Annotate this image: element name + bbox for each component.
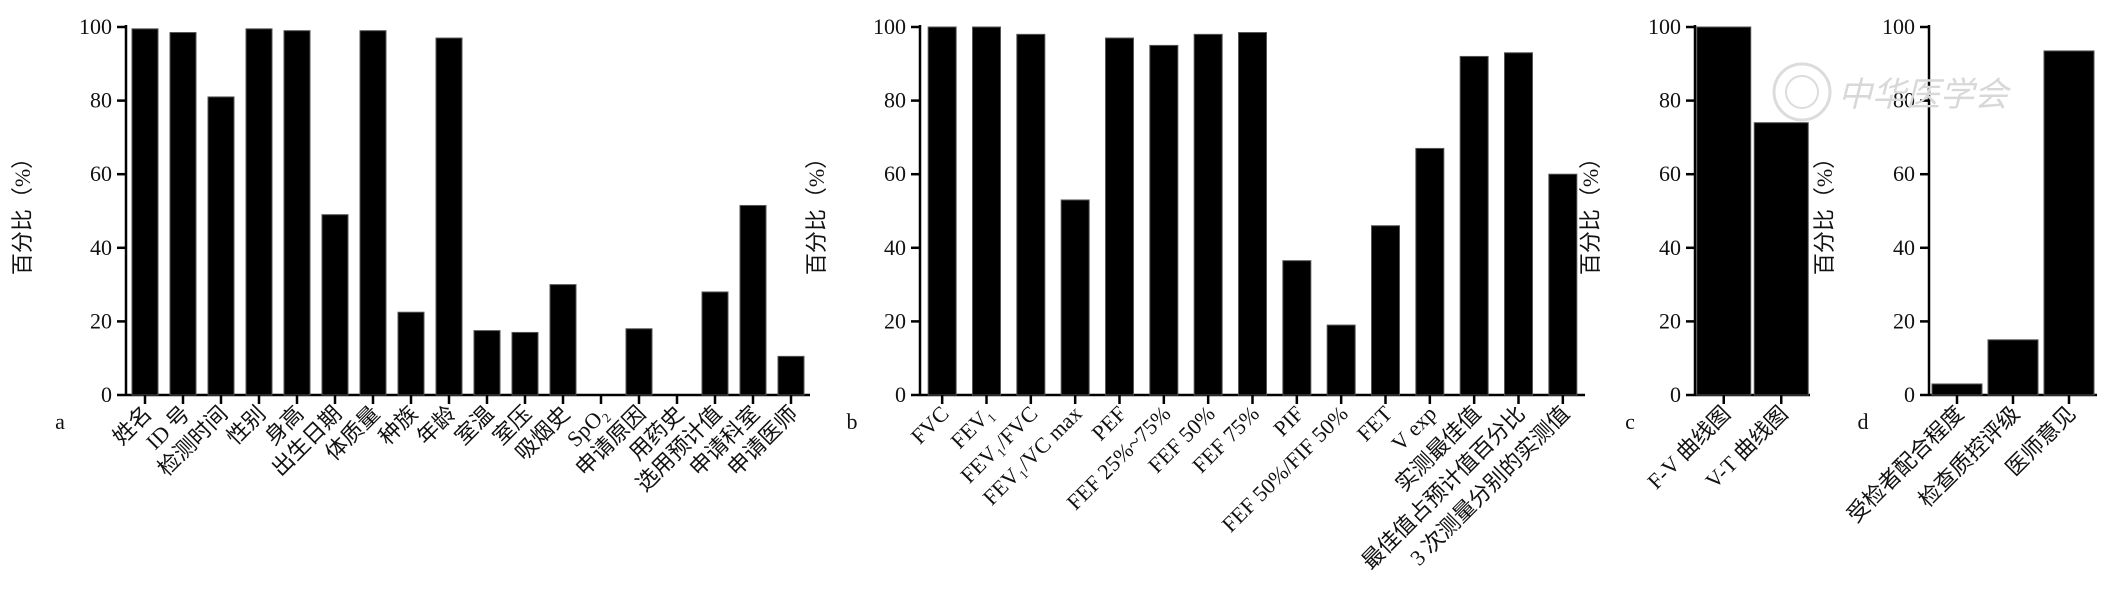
- bar: [473, 330, 501, 396]
- bar: [245, 28, 273, 396]
- bar: [131, 28, 159, 396]
- bar: [927, 26, 957, 396]
- bar: [2043, 50, 2095, 396]
- bar: [207, 96, 235, 396]
- bar: [1931, 383, 1983, 396]
- bar: [1459, 55, 1489, 396]
- y-tick-label: 100: [1648, 14, 1681, 39]
- x-category-label: 年龄: [412, 401, 461, 450]
- watermark-text: 中华医学会: [1838, 77, 2012, 114]
- y-tick-label: 60: [1893, 161, 1915, 186]
- bar: [1371, 225, 1400, 396]
- x-category-label: FVC: [906, 401, 954, 449]
- bar: [1238, 32, 1267, 396]
- bar: [511, 331, 539, 396]
- bar: [1326, 324, 1356, 396]
- bar: [1149, 44, 1179, 396]
- panel-letter-d: d: [1858, 409, 1869, 434]
- bar: [972, 26, 1001, 396]
- bar: [701, 291, 729, 396]
- x-category-label: 种族: [374, 401, 423, 450]
- bar: [1987, 339, 2039, 396]
- bar: [1193, 33, 1223, 396]
- y-axis-title: 百分比（%）: [10, 147, 35, 275]
- y-tick-label: 20: [884, 308, 906, 333]
- y-tick-label: 60: [884, 161, 906, 186]
- bar: [625, 328, 653, 396]
- bar: [739, 204, 767, 396]
- bar: [549, 284, 577, 396]
- bar: [1504, 52, 1533, 396]
- y-tick-label: 40: [90, 235, 112, 260]
- bar: [397, 311, 425, 396]
- watermark: 中华医学会: [1772, 62, 2012, 122]
- y-tick-label: 100: [873, 14, 906, 39]
- y-axis-title: 百分比（%）: [1578, 147, 1603, 275]
- y-tick-label: 40: [1659, 235, 1681, 260]
- y-tick-label: 60: [1659, 161, 1681, 186]
- bar: [1016, 33, 1046, 396]
- panel-letter-c: c: [1625, 409, 1635, 434]
- y-axis-title: 百分比（%）: [1812, 147, 1837, 275]
- bar: [435, 37, 463, 396]
- y-tick-label: 20: [1893, 308, 1915, 333]
- y-axis-title: 百分比（%）: [804, 147, 829, 275]
- y-tick-label: 20: [90, 308, 112, 333]
- bar: [1548, 173, 1578, 396]
- y-tick-label: 40: [884, 235, 906, 260]
- y-tick-label: 80: [884, 88, 906, 113]
- bar: [1105, 37, 1134, 396]
- y-tick-label: 80: [1659, 88, 1681, 113]
- y-tick-label: 40: [1893, 235, 1915, 260]
- bar: [359, 30, 387, 396]
- y-tick-label: 0: [1670, 382, 1681, 407]
- bar: [777, 355, 805, 396]
- watermark-seal-inner-icon: [1785, 75, 1819, 109]
- panel-letter-b: b: [847, 409, 858, 434]
- bar: [169, 32, 197, 396]
- y-tick-label: 100: [79, 14, 112, 39]
- watermark-seal-icon: [1772, 62, 1832, 122]
- bar: [1060, 199, 1090, 396]
- x-category-label: 性别: [222, 401, 271, 450]
- bar: [1696, 26, 1752, 396]
- y-tick-label: 60: [90, 161, 112, 186]
- bar: [1415, 147, 1445, 396]
- bar: [1753, 122, 1809, 396]
- bar: [321, 214, 349, 396]
- y-tick-label: 100: [1882, 14, 1915, 39]
- bar: [283, 30, 311, 396]
- y-tick-label: 80: [1893, 88, 1915, 113]
- panel-letter-a: a: [55, 409, 65, 434]
- y-tick-label: 20: [1659, 308, 1681, 333]
- y-tick-label: 0: [101, 382, 112, 407]
- bar: [1282, 260, 1312, 396]
- y-tick-label: 0: [1904, 382, 1915, 407]
- y-tick-label: 0: [895, 382, 906, 407]
- x-category-label: 室温: [450, 401, 499, 450]
- y-tick-label: 80: [90, 88, 112, 113]
